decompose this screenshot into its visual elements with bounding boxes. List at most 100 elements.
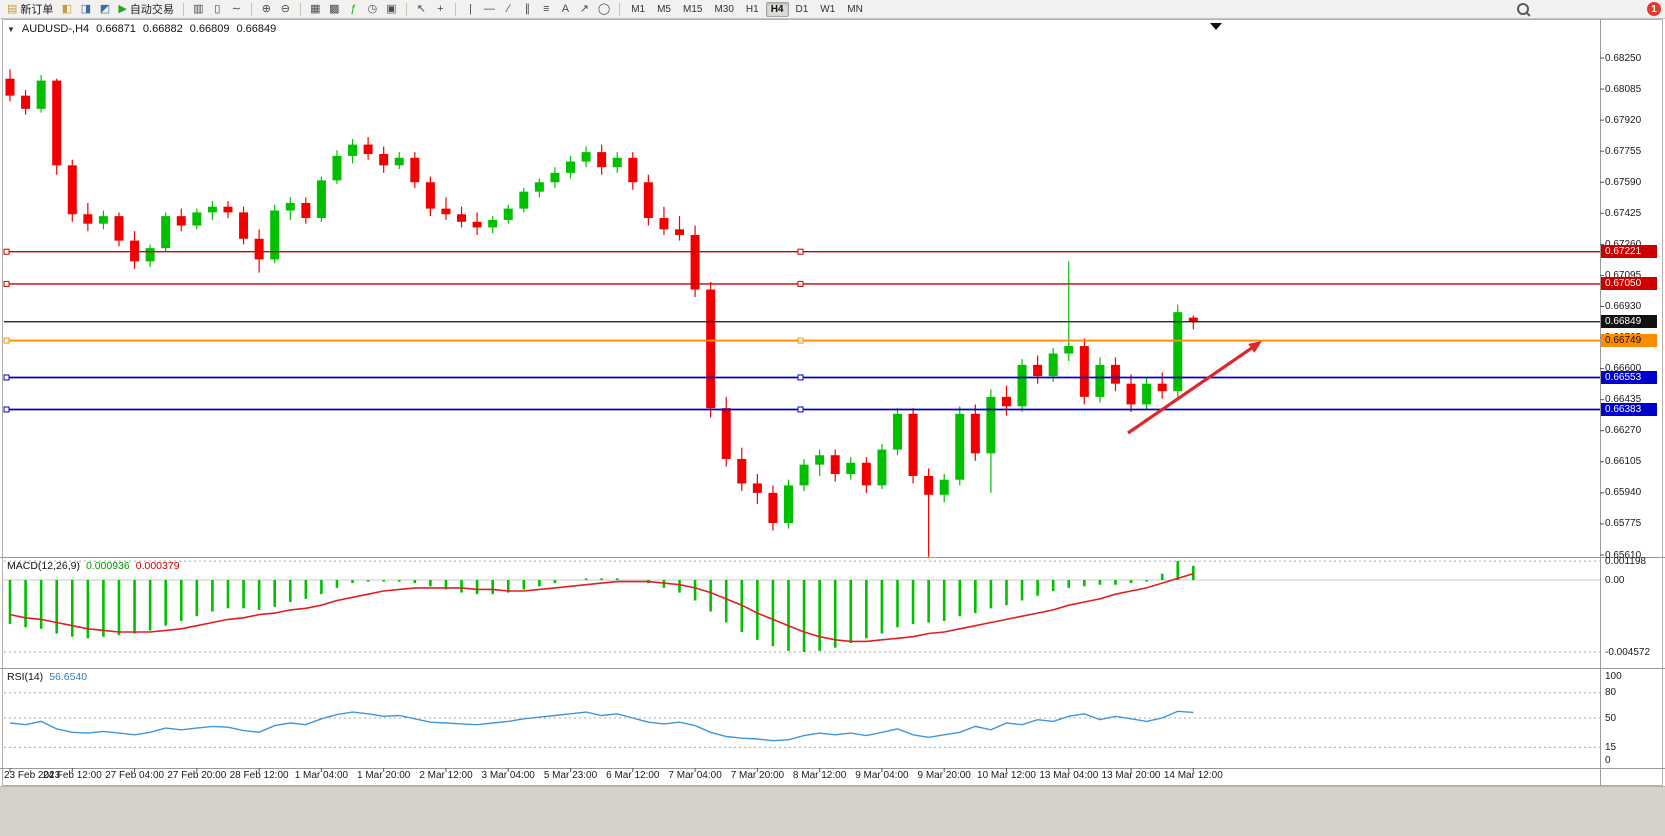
candle-body bbox=[830, 455, 840, 475]
macd-signal-line bbox=[9, 572, 1194, 643]
search-icon[interactable] bbox=[1517, 3, 1529, 15]
timeframe-H4[interactable]: H4 bbox=[765, 1, 789, 17]
candle-body bbox=[1188, 317, 1198, 322]
candle-body bbox=[581, 152, 591, 162]
new-order-button[interactable]: ▤ 新订单 bbox=[4, 1, 56, 17]
candle-body bbox=[643, 182, 653, 219]
line-handle[interactable] bbox=[3, 406, 10, 413]
vertical-line-icon[interactable]: | bbox=[462, 1, 479, 17]
candle-body bbox=[955, 413, 965, 480]
crosshair-icon[interactable]: + bbox=[432, 1, 449, 17]
fibonacci-icon[interactable]: ≡ bbox=[538, 1, 555, 17]
candle-body bbox=[519, 191, 529, 209]
candle-body bbox=[254, 238, 264, 260]
timeframe-MN[interactable]: MN bbox=[842, 2, 868, 17]
candle-body bbox=[488, 219, 498, 228]
bar-chart-icon[interactable]: ▥ bbox=[190, 1, 207, 17]
indicators-icon[interactable]: ƒ bbox=[345, 1, 362, 17]
zoom-out-icon[interactable]: ⊖ bbox=[277, 1, 294, 17]
cursor-icon[interactable]: ↖ bbox=[413, 1, 430, 17]
zoom-in-icon[interactable]: ⊕ bbox=[258, 1, 275, 17]
timeframe-M5[interactable]: M5 bbox=[652, 2, 676, 17]
candle-body bbox=[721, 408, 731, 459]
candle-body bbox=[239, 212, 249, 239]
candle-body bbox=[675, 229, 685, 235]
notification-badge[interactable]: 1 bbox=[1647, 2, 1661, 16]
candle-body bbox=[52, 80, 62, 166]
candle-body bbox=[892, 413, 902, 450]
candle-body bbox=[130, 240, 140, 262]
candle-body bbox=[566, 161, 576, 173]
text-icon[interactable]: A bbox=[557, 1, 574, 17]
candle-body bbox=[861, 462, 871, 486]
data-window-icon[interactable]: ◨ bbox=[77, 1, 94, 17]
timeframe-D1[interactable]: D1 bbox=[791, 2, 814, 17]
line-handle[interactable] bbox=[3, 248, 10, 255]
period-icon[interactable]: ◷ bbox=[364, 1, 381, 17]
timeframe-H1[interactable]: H1 bbox=[741, 2, 764, 17]
toolbar-separator bbox=[405, 2, 407, 16]
candle-body bbox=[815, 455, 825, 465]
trendline-icon[interactable]: ∕ bbox=[500, 1, 517, 17]
line-handle[interactable] bbox=[797, 280, 804, 287]
candle-body bbox=[223, 206, 233, 213]
candle-body bbox=[659, 218, 669, 230]
tile-windows-icon[interactable]: ▦ bbox=[307, 1, 324, 17]
candle-body bbox=[970, 413, 980, 454]
candle-body bbox=[924, 475, 934, 495]
arrows-icon[interactable]: ↗ bbox=[576, 1, 593, 17]
toolbar-separator bbox=[182, 2, 184, 16]
chart-canvas[interactable] bbox=[0, 0, 1665, 786]
arrows-icon: ↗ bbox=[579, 3, 589, 15]
line-handle[interactable] bbox=[797, 406, 804, 413]
line-handle[interactable] bbox=[797, 337, 804, 344]
line-handle[interactable] bbox=[3, 374, 10, 381]
timeframe-M1[interactable]: M1 bbox=[626, 2, 650, 17]
timeframe-M15[interactable]: M15 bbox=[678, 2, 707, 17]
line-handle[interactable] bbox=[3, 280, 10, 287]
candle-body bbox=[379, 154, 389, 166]
fibonacci-icon: ≡ bbox=[543, 3, 550, 15]
line-chart-icon: ∼ bbox=[231, 3, 241, 15]
toolbar: ▤ 新订单 ◧ ◨ ◩ ▶ 自动交易 ▥ ▯ ∼ ⊕ ⊖ ▦ ▩ ƒ ◷ ▣ ↖ + | — ∕ ∥ ≡ A ↗ ◯ M1 M5 M15 M… bbox=[0, 0, 1665, 19]
candle-body bbox=[597, 152, 607, 168]
trend-arrow[interactable] bbox=[1127, 347, 1253, 435]
candle-body bbox=[98, 216, 108, 224]
candle-body bbox=[1048, 353, 1058, 377]
cascade-windows-icon[interactable]: ▩ bbox=[326, 1, 343, 17]
navigator-icon: ◩ bbox=[99, 3, 111, 15]
channel-icon[interactable]: ∥ bbox=[519, 1, 536, 17]
zoom-out-icon: ⊖ bbox=[280, 3, 290, 15]
scroll-to-end-icon[interactable] bbox=[1210, 23, 1222, 30]
autotrading-button-label: 自动交易 bbox=[129, 4, 174, 16]
candle-body bbox=[207, 206, 217, 213]
candle-body bbox=[534, 182, 544, 192]
channel-icon: ∥ bbox=[524, 3, 531, 15]
candle-body bbox=[176, 216, 186, 226]
candle-body bbox=[1126, 383, 1136, 405]
candle-body bbox=[332, 155, 342, 181]
market-watch-icon[interactable]: ◧ bbox=[58, 1, 75, 17]
candle-body bbox=[908, 413, 918, 476]
autotrading-button[interactable]: ▶ 自动交易 bbox=[115, 1, 176, 17]
horizontal-line-icon[interactable]: — bbox=[481, 1, 498, 17]
candle-body bbox=[472, 221, 482, 228]
line-chart-icon[interactable]: ∼ bbox=[228, 1, 245, 17]
timeframe-M30[interactable]: M30 bbox=[709, 2, 738, 17]
timeframe-W1[interactable]: W1 bbox=[815, 2, 840, 17]
cascade-windows-icon: ▩ bbox=[329, 3, 340, 15]
navigator-icon[interactable]: ◩ bbox=[96, 1, 113, 17]
market-watch-icon: ◧ bbox=[61, 3, 73, 15]
trend-arrow-head[interactable] bbox=[1248, 341, 1262, 353]
line-handle[interactable] bbox=[797, 374, 804, 381]
candle-body bbox=[83, 214, 93, 224]
candle-body bbox=[706, 289, 716, 409]
candle-body bbox=[1079, 346, 1089, 397]
shapes-icon[interactable]: ◯ bbox=[595, 1, 613, 17]
candle-body bbox=[1001, 396, 1011, 407]
candlestick-chart-icon[interactable]: ▯ bbox=[209, 1, 226, 17]
line-handle[interactable] bbox=[797, 248, 804, 255]
line-handle[interactable] bbox=[3, 337, 10, 344]
chart-plot-background[interactable] bbox=[4, 20, 1600, 768]
templates-icon[interactable]: ▣ bbox=[383, 1, 400, 17]
